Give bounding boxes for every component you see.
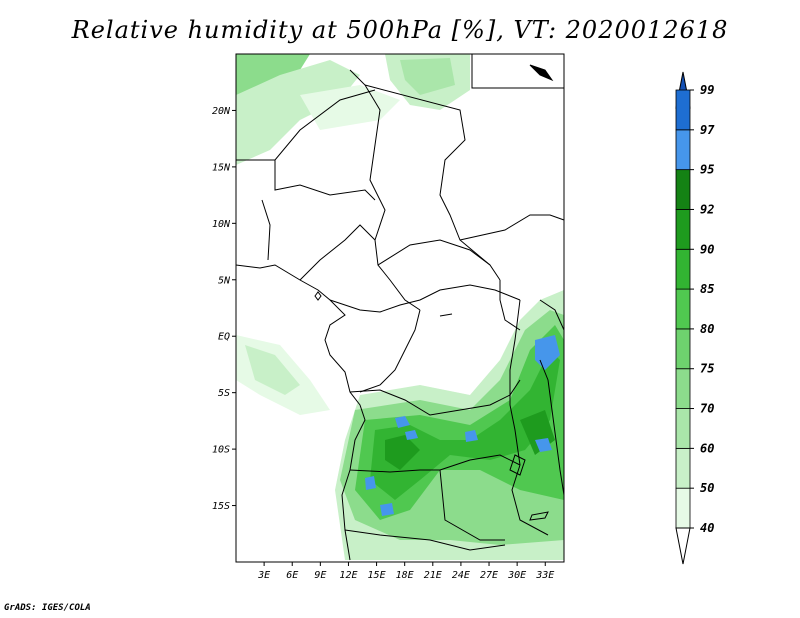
humidity-region [300, 85, 400, 130]
latitude-tick-label: 10N [212, 219, 231, 230]
humidity-region [370, 350, 560, 500]
longitude-tick-label: 9E [314, 570, 326, 581]
land-outline [529, 64, 554, 82]
humidity-region [365, 476, 376, 490]
longitude-tick-label: 21E [424, 570, 442, 581]
colorbar-label: 99 [700, 83, 714, 97]
longitude-tick-label: 6E [286, 570, 298, 581]
colorbar-label: 97 [700, 123, 715, 137]
border-line [364, 84, 491, 266]
colorbar-segment [675, 408, 691, 449]
colorbar-segment [675, 129, 691, 171]
border-line [377, 239, 501, 281]
border-line [509, 299, 549, 536]
colorbar-segment [675, 368, 691, 409]
humidity-region [236, 60, 360, 165]
humidity-region [535, 438, 552, 452]
border-line [539, 359, 565, 496]
island-outline [314, 291, 322, 301]
latitude-tick-label: 10S [212, 445, 230, 456]
border-line [471, 54, 564, 89]
humidity-field [236, 54, 564, 560]
colorbar-label: 40 [700, 521, 714, 535]
colorbar-label: 92 [700, 202, 714, 216]
border-line [459, 214, 565, 241]
latitude-tick-label: 15S [212, 501, 230, 512]
colorbar-segment [675, 89, 691, 131]
lake-outline [509, 454, 526, 476]
colorbar-label: 70 [700, 402, 714, 416]
colorbar-label: 85 [700, 282, 714, 296]
colorbar-bottom-arrow [675, 527, 691, 565]
latitude-tick-label: 5N [218, 275, 231, 286]
colorbar-label: 50 [700, 481, 714, 495]
border-line [499, 280, 521, 331]
colorbar-label: 95 [700, 163, 714, 177]
humidity-region [385, 435, 420, 470]
border-line [236, 89, 376, 161]
humidity-region [400, 58, 455, 95]
longitude-tick-label: 15E [368, 570, 386, 581]
humidity-region [535, 335, 560, 370]
country-borders [235, 54, 565, 561]
border-line [359, 309, 421, 393]
longitude-tick-label: 18E [396, 570, 414, 581]
colorbar-segment [675, 328, 691, 370]
colorbar-label: 80 [700, 322, 714, 336]
longitude-tick-label: 27E [480, 570, 498, 581]
humidity-region [245, 345, 300, 395]
longitude-tick-label: 3E [257, 570, 270, 581]
map-plot-area [235, 53, 565, 563]
border-line [539, 299, 565, 331]
colorbar-segment [675, 209, 691, 250]
colorbar-label: 90 [700, 242, 714, 256]
latitude-tick-label: 5S [218, 388, 230, 399]
colorbar-segment [675, 288, 691, 330]
longitude-tick-label: 12E [339, 570, 357, 581]
map-title: Relative humidity at 500hPa [%], VT: 202… [71, 16, 729, 44]
border-line [274, 160, 376, 201]
longitude-tick-label: 24E [452, 570, 470, 581]
lake-outline [529, 511, 549, 521]
humidity-region [405, 430, 418, 440]
longitude-tick-labels: 3E 6E 9E 12E 15E 18E 21E 24E 27E 30E 33E [257, 562, 554, 581]
lake-outline [439, 313, 453, 317]
colorbar-segment [675, 447, 691, 489]
latitude-tick-label: 20N [212, 106, 231, 117]
border-line [344, 529, 506, 551]
grads-credit: GrADS: IGES/COLA [4, 603, 91, 613]
colorbar: 40 50 60 70 75 80 85 90 92 95 97 99 [675, 71, 715, 565]
longitude-tick-label: 30E [507, 570, 526, 581]
humidity-region [465, 430, 478, 442]
latitude-tick-label: EQ [218, 332, 230, 343]
map-frame [235, 53, 565, 563]
border-line [439, 454, 521, 471]
latitude-tick-labels: 20N 15N 10N 5N EQ 5S 10S 15S [212, 106, 236, 512]
colorbar-label: 75 [700, 362, 714, 376]
longitude-tick-label: 33E [535, 570, 554, 581]
border-line [329, 284, 521, 313]
latitude-tick-label: 15N [212, 162, 231, 173]
humidity-region [380, 503, 394, 516]
colorbar-label: 60 [700, 441, 714, 455]
border-line [349, 379, 521, 416]
colorbar-segment [675, 169, 691, 210]
colorbar-segment [675, 248, 691, 290]
border-line [349, 69, 421, 311]
humidity-region [395, 416, 410, 428]
colorbar-segment [675, 487, 691, 529]
border-line [299, 224, 376, 281]
border-line [261, 199, 271, 261]
